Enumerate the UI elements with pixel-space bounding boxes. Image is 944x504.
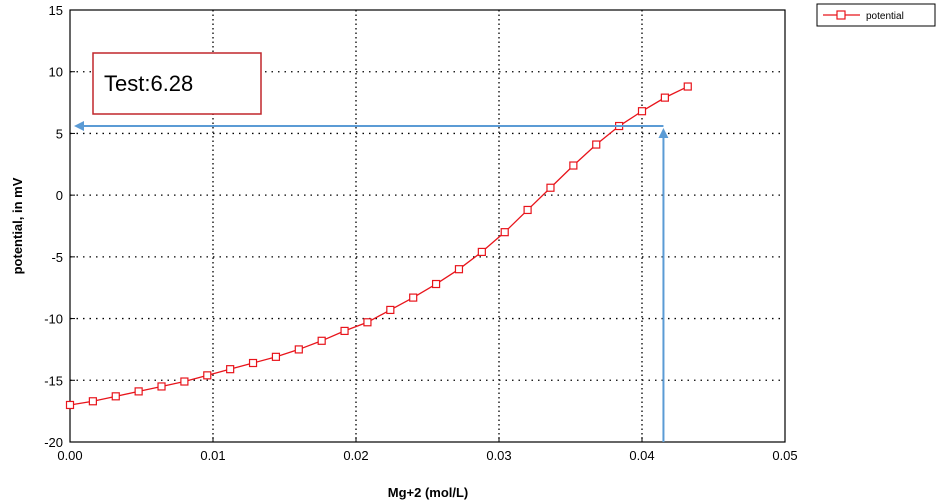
y-tick-label: -5	[51, 250, 63, 265]
legend-marker	[836, 10, 846, 20]
data-point	[111, 392, 120, 401]
x-tick-label: 0.03	[486, 448, 511, 463]
data-point	[386, 305, 395, 315]
y-tick-label: -15	[44, 373, 63, 388]
data-point	[226, 365, 235, 374]
x-tick-label: 0.05	[772, 448, 797, 463]
x-tick-label: 0.04	[629, 448, 654, 463]
data-point	[592, 140, 601, 149]
data-point	[317, 336, 326, 345]
data-point	[180, 377, 189, 386]
data-point	[569, 161, 578, 170]
data-point	[637, 107, 647, 116]
annotation-group: Test:6.28	[74, 52, 669, 442]
y-tick-label: 5	[56, 126, 63, 141]
legend: potential	[816, 3, 936, 27]
legend-frame	[816, 3, 936, 27]
data-point	[340, 326, 349, 336]
data-point	[88, 397, 97, 406]
grid	[70, 10, 785, 442]
data-point	[65, 400, 75, 410]
data-point	[157, 382, 166, 391]
x-tick-label: 0.01	[200, 448, 225, 463]
axis-ticks: 0.00 0.01 0.02 0.03 0.04 0.05 -20 -15 -10 -5 0 5 10 1…	[44, 3, 797, 463]
data-point	[523, 205, 532, 215]
x-axis-title: Mg+2 (mol/L)	[388, 485, 469, 500]
data-point	[454, 265, 464, 274]
data-point	[203, 371, 212, 380]
data-point	[363, 318, 372, 327]
series-line	[69, 85, 689, 406]
data-point	[683, 82, 692, 91]
data-point	[546, 183, 555, 192]
annotation-box	[92, 52, 262, 115]
y-tick-label: 0	[56, 188, 63, 203]
data-point	[660, 93, 669, 102]
plot-area-frame	[69, 9, 786, 443]
data-point	[271, 352, 281, 361]
y-tick-label: -20	[44, 435, 63, 450]
data-point	[500, 228, 509, 237]
x-tick-label: 0.02	[343, 448, 368, 463]
x-tick-label: 0.00	[57, 448, 82, 463]
y-tick-label: 10	[49, 65, 63, 80]
y-tick-label: 15	[49, 3, 63, 18]
y-axis-title: potential, in mV	[10, 177, 25, 274]
annotation-text: Test:6.28	[104, 71, 193, 96]
data-point	[134, 387, 143, 396]
series-potential	[65, 82, 692, 410]
data-point	[294, 345, 303, 354]
data-point	[431, 279, 441, 289]
legend-label: potential	[866, 11, 904, 22]
y-tick-label: -10	[44, 312, 63, 327]
data-point	[409, 293, 418, 302]
data-point	[248, 358, 258, 368]
data-point	[477, 247, 486, 257]
